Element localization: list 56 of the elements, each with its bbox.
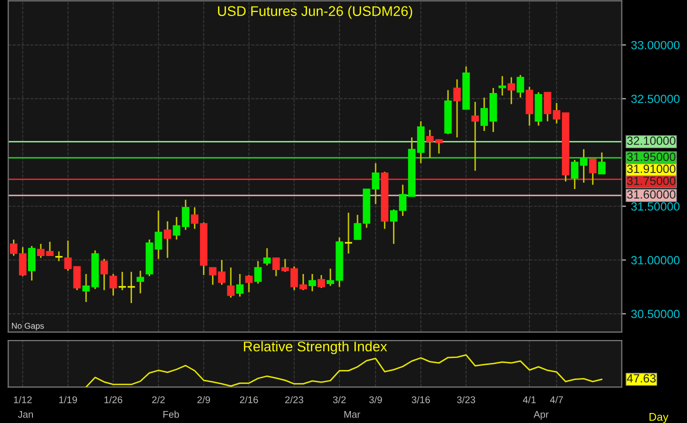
x-tick-label: 4/7 — [550, 396, 563, 404]
candlestick — [136, 270, 144, 294]
candlestick — [308, 273, 316, 292]
chart-title: Relative Strength Index — [244, 341, 388, 354]
ref-line-label: 32.10000 — [627, 136, 676, 145]
y-tick-label: 31.00000 — [631, 256, 680, 264]
candlestick — [508, 76, 516, 105]
x-tick-label: 1/12 — [14, 396, 32, 404]
candlestick — [73, 266, 81, 291]
x-tick-label: 3/16 — [412, 396, 430, 404]
x-tick-label: 2/23 — [285, 396, 304, 404]
x-tick-label: 2/9 — [197, 396, 210, 404]
x-tick-label: 1/26 — [104, 396, 122, 404]
y-tick-label: 30.50000 — [631, 310, 680, 318]
x-tick-label: 2/16 — [240, 396, 258, 404]
x-tick-label: 4/1 — [522, 396, 536, 404]
candlestick — [453, 78, 461, 138]
ref-line-label: 31.60000 — [627, 190, 676, 199]
text: Jan — [18, 411, 33, 418]
candlestick — [227, 266, 235, 298]
text: Day — [650, 413, 668, 423]
text: Feb — [163, 410, 179, 418]
candlestick — [254, 260, 262, 284]
candlestick — [516, 74, 524, 98]
annotation: No Gaps — [12, 322, 44, 330]
text: 47.63 — [626, 374, 656, 383]
candlestick — [64, 240, 72, 272]
candlestick — [54, 250, 64, 262]
candlestick — [28, 245, 36, 282]
x-tick-label: 3/9 — [369, 396, 382, 404]
x-tick-label: 1/19 — [59, 396, 77, 404]
candlestick — [245, 274, 253, 293]
candlestick — [100, 258, 108, 291]
candlestick — [109, 273, 117, 296]
candlestick — [598, 152, 606, 175]
ref-line-label: 31.75000 — [627, 176, 676, 186]
candlestick — [589, 158, 597, 186]
ref-line-label: 31.95000 — [627, 152, 676, 162]
chart-title: USD Futures Jun-26 (USDM26) — [218, 6, 412, 19]
candlestick — [344, 212, 353, 254]
candlestick — [236, 273, 244, 298]
candlestick — [164, 220, 172, 259]
x-tick-label: 3/23 — [457, 396, 476, 404]
candlestick — [498, 75, 506, 96]
text: Apr — [534, 411, 549, 420]
text: Mar — [344, 411, 360, 418]
candlestick — [318, 274, 326, 289]
candlestick — [526, 86, 534, 126]
x-tick-label: 3/2 — [333, 396, 346, 404]
candlestick — [263, 247, 271, 266]
x-tick-label: 2/2 — [152, 396, 165, 404]
text: 31.91000 — [627, 164, 676, 174]
y-tick-label: 32.50000 — [631, 94, 680, 104]
y-tick-label: 33.00000 — [631, 40, 680, 50]
y-tick-label: 31.50000 — [631, 202, 680, 211]
candlestick — [471, 101, 479, 172]
